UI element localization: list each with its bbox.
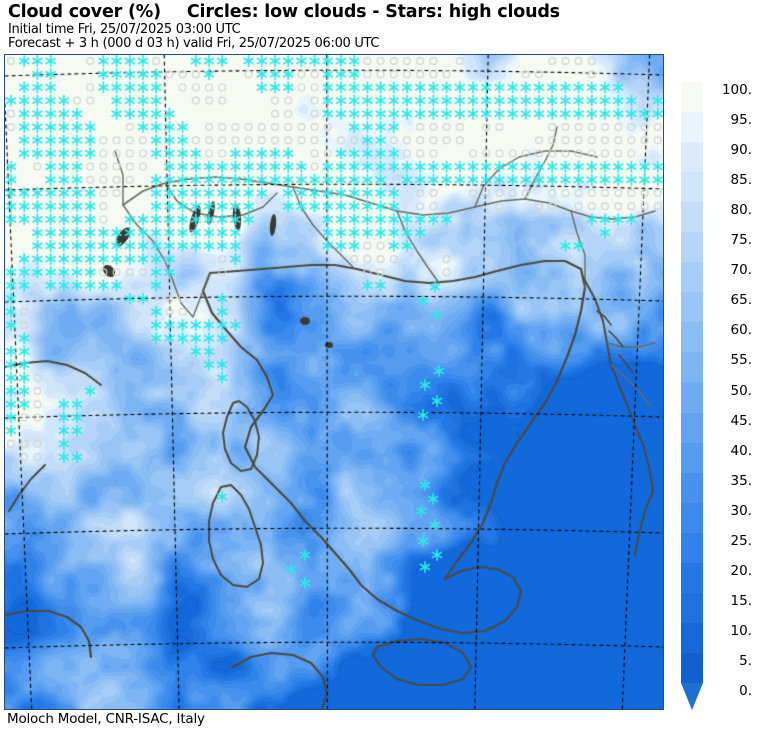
colorbar-scale xyxy=(681,82,703,683)
map-panel[interactable] xyxy=(4,54,664,710)
colorbar-tick-label: 20. xyxy=(730,562,752,579)
colorbar-tick-label: 95. xyxy=(730,112,752,129)
colorbar-tick-label: 10. xyxy=(730,622,752,639)
colorbar-band xyxy=(681,322,703,353)
colorbar-tick-labels: 100. 95. 90. 85. 80. 75. 70. 65. 60. 55. 50. 45. 40.… xyxy=(706,70,758,710)
colorbar-tick-label: 85. xyxy=(730,172,752,189)
colorbar-tick-label: 70. xyxy=(730,262,752,279)
colorbar-tick-label: 45. xyxy=(730,412,752,429)
colorbar-tick-label: 75. xyxy=(730,232,752,249)
model-credit: Moloch Model, CNR-ISAC, Italy xyxy=(7,711,205,727)
colorbar-band xyxy=(681,232,703,263)
colorbar-band xyxy=(681,412,703,443)
colorbar-tick-label: 80. xyxy=(730,202,752,219)
initial-time-text: Initial time Fri, 25/07/2025 03:00 UTC xyxy=(8,22,241,37)
colorbar-band xyxy=(681,652,703,683)
colorbar-band xyxy=(681,112,703,143)
colorbar-band xyxy=(681,172,703,203)
colorbar-tick-label: 40. xyxy=(730,442,752,459)
colorbar-band xyxy=(681,502,703,533)
page-title: Cloud cover (%) xyxy=(8,2,161,22)
title-row: Cloud cover (%) Circles: low clouds - Sta… xyxy=(8,2,560,22)
colorbar-tick-label: 30. xyxy=(730,502,752,519)
colorbar-band xyxy=(681,202,703,233)
colorbar-tick-label: 55. xyxy=(730,352,752,369)
legend-caption: Circles: low clouds - Stars: high clouds xyxy=(186,2,560,22)
colorbar-band xyxy=(681,82,703,113)
colorbar-tick-label: 35. xyxy=(730,472,752,489)
colorbar-band xyxy=(681,442,703,473)
colorbar-tick-label: 60. xyxy=(730,322,752,339)
colorbar-tick-label: 100. xyxy=(721,82,752,98)
colorbar-band xyxy=(681,352,703,383)
colorbar-band xyxy=(681,532,703,563)
colorbar-band xyxy=(681,472,703,503)
colorbar-tick-label: 25. xyxy=(730,532,752,549)
colorbar-band xyxy=(681,262,703,293)
colorbar-tick-label: 90. xyxy=(730,142,752,159)
colorbar-tick-label: 5. xyxy=(739,652,752,669)
colorbar-band xyxy=(681,592,703,623)
colorbar-band xyxy=(681,142,703,173)
colorbar-band xyxy=(681,562,703,593)
colorbar-tick-label: 50. xyxy=(730,382,752,399)
colorbar-band xyxy=(681,622,703,653)
cloud-cover-map[interactable] xyxy=(5,55,663,709)
colorbar-tick-label: 15. xyxy=(730,592,752,609)
colorbar-arrow-icon xyxy=(681,683,703,710)
header: Cloud cover (%) Circles: low clouds - Sta… xyxy=(0,0,760,54)
colorbar-band xyxy=(681,292,703,323)
colorbar-band xyxy=(681,382,703,413)
colorbar-tick-label: 0. xyxy=(739,683,752,699)
colorbar-tick-label: 65. xyxy=(730,292,752,309)
forecast-time-text: Forecast + 3 h (000 d 03 h) valid Fri, 2… xyxy=(8,36,380,51)
